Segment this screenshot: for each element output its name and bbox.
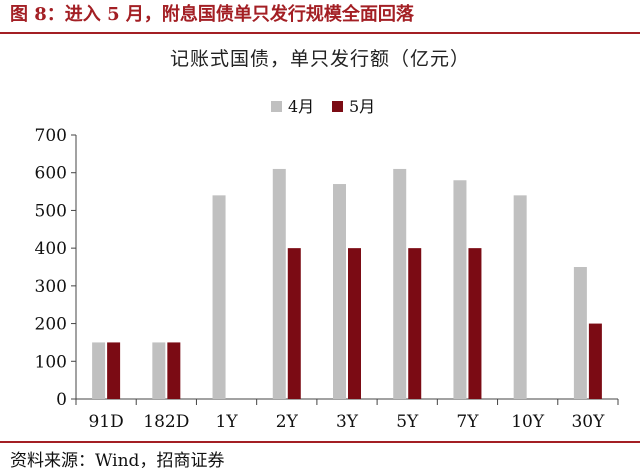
x-tick-label: 2Y (276, 412, 299, 432)
bar-april (152, 342, 166, 399)
y-tick-label: 200 (35, 315, 67, 335)
legend-may-swatch (332, 101, 343, 112)
y-tick-label: 100 (35, 352, 67, 372)
chart-title: 记账式国债，单只发行额（亿元） (169, 48, 470, 70)
x-tick-label: 10Y (511, 412, 545, 432)
bar-may (408, 248, 422, 399)
bar-april (333, 184, 346, 399)
x-tick-label: 1Y (216, 412, 239, 432)
source-note: 资料来源：Wind，招商证券 (10, 451, 225, 471)
bar-may (348, 248, 361, 399)
figure-caption: 进入 5 月，附息国债单只发行规模全面回落 (64, 4, 414, 25)
x-tick-label: 5Y (396, 412, 419, 432)
y-tick-label: 400 (35, 239, 67, 259)
bar-april (272, 168, 286, 399)
legend-april-label: 4月 (288, 97, 314, 116)
figure-label: 图 8 (10, 4, 47, 25)
bar-may (287, 248, 301, 399)
bar-april (393, 168, 407, 399)
bar-april (513, 195, 527, 399)
bar-april (453, 180, 467, 399)
y-tick-label: 500 (35, 201, 67, 221)
footer-rule (0, 441, 640, 443)
x-tick-label: 30Y (571, 412, 605, 432)
bar-april (92, 342, 106, 399)
y-tick-label: 300 (35, 277, 67, 297)
x-tick-label: 7Y (456, 412, 479, 432)
x-tick-label: 3Y (336, 412, 359, 432)
bar-may (468, 248, 482, 399)
y-tick-label: 0 (56, 390, 67, 410)
y-tick-label: 600 (35, 164, 67, 184)
figure-separator: ： (46, 4, 65, 25)
header-rule (0, 32, 640, 34)
bar-may (588, 323, 602, 399)
bar-may (107, 342, 121, 399)
y-tick-label: 700 (35, 126, 67, 146)
legend-april-swatch (271, 101, 282, 112)
bar-april (573, 267, 587, 399)
bar-april (212, 195, 226, 399)
legend-may-label: 5月 (349, 97, 375, 116)
x-tick-label: 91D (88, 412, 123, 432)
x-tick-label: 182D (143, 412, 189, 432)
figure-header: 图 8：进入 5 月，附息国债单只发行规模全面回落 (0, 0, 640, 32)
bar-may (167, 342, 181, 399)
